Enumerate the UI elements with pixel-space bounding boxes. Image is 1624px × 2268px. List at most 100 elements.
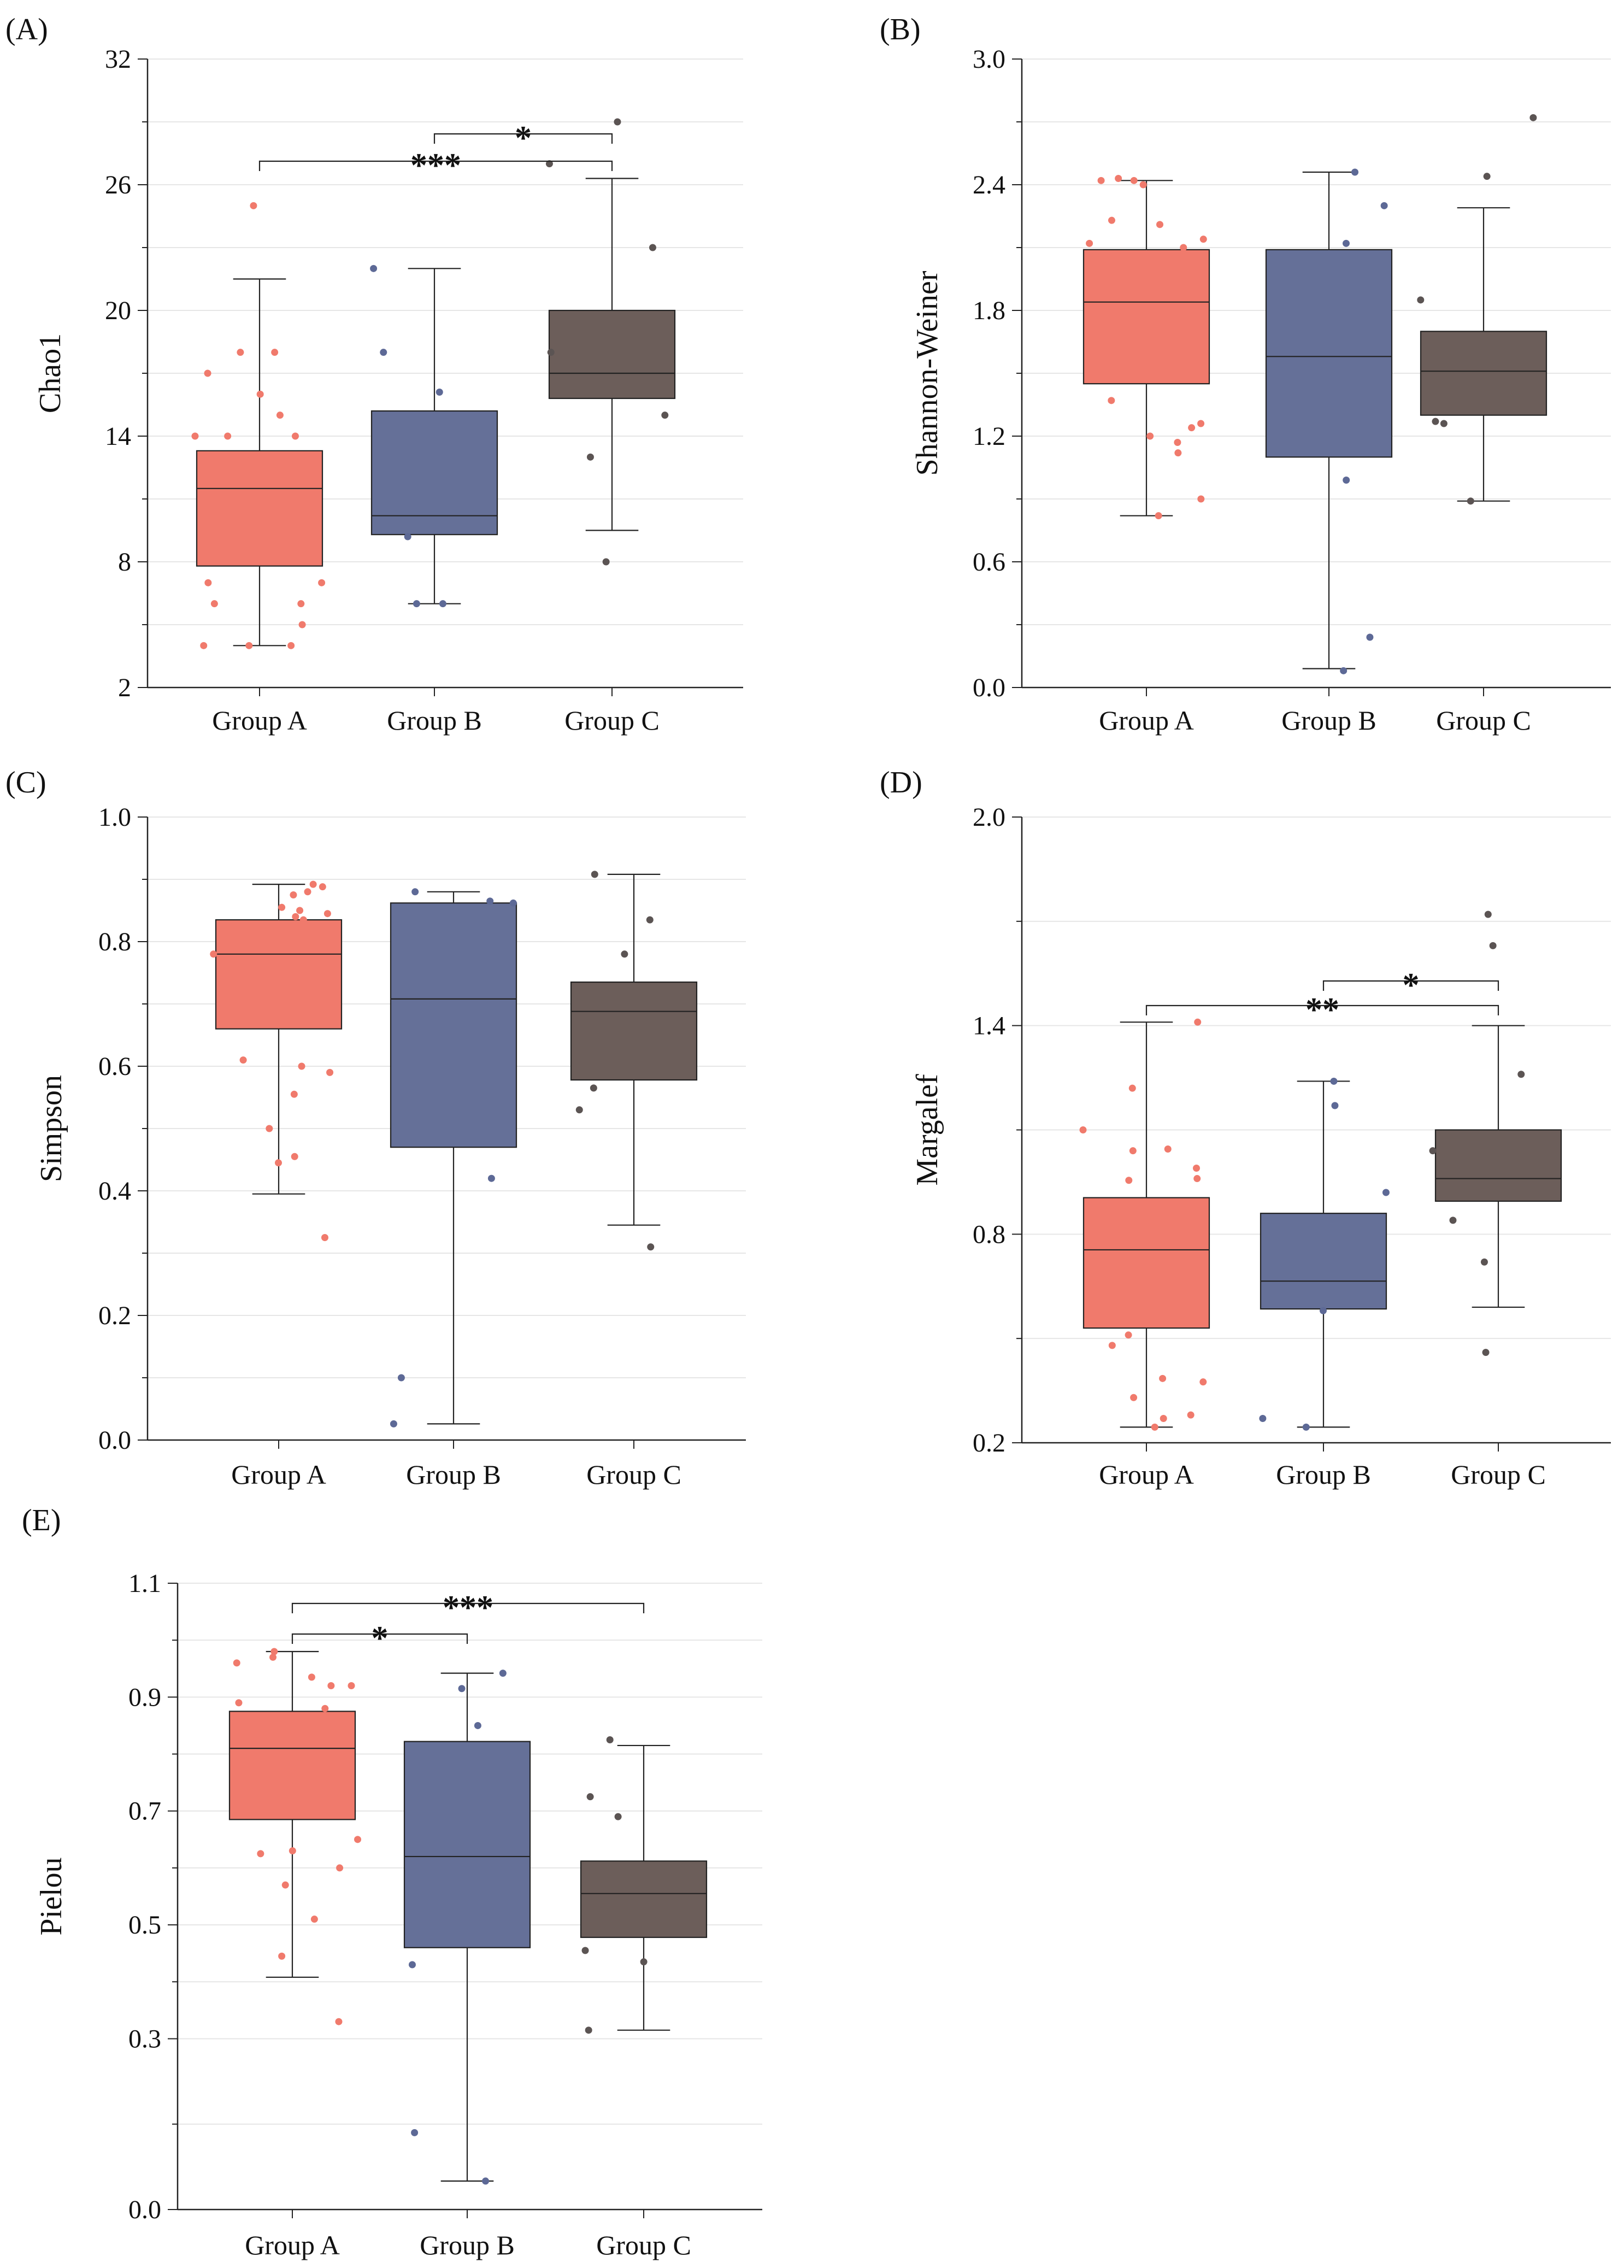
data-point — [270, 1648, 278, 1655]
data-point — [1302, 1423, 1310, 1431]
y-tick-label: 0.0 — [98, 1426, 131, 1455]
data-point — [204, 369, 211, 377]
data-point — [499, 1670, 507, 1677]
data-point — [1160, 1414, 1167, 1422]
y-tick-label: 32 — [105, 45, 131, 74]
data-point — [1380, 202, 1388, 209]
box-group-a — [191, 202, 326, 649]
significance-bracket: * — [433, 120, 613, 157]
data-point — [274, 1159, 282, 1167]
panel-label: (B) — [880, 13, 921, 46]
data-point — [1188, 424, 1196, 432]
x-category-label: Group A — [1099, 705, 1194, 736]
data-point — [1115, 175, 1122, 182]
data-point — [602, 558, 610, 566]
y-tick-label: 2.4 — [973, 171, 1005, 199]
data-point — [1529, 114, 1537, 121]
data-point — [237, 349, 244, 356]
box-body — [1265, 249, 1393, 458]
y-tick-label: 0.8 — [973, 1220, 1005, 1249]
y-tick-label: 1.2 — [973, 422, 1005, 451]
box-group-c — [1429, 910, 1562, 1356]
y-tick-label: 0.2 — [973, 1429, 1005, 1458]
x-category-label: Group B — [406, 1459, 501, 1490]
data-point — [1108, 216, 1115, 224]
data-point — [1480, 1258, 1488, 1266]
y-tick-label: 0.2 — [98, 1301, 131, 1330]
panel-label: (D) — [880, 766, 922, 800]
box-group-b — [390, 888, 517, 1427]
y-tick-label: 2 — [118, 673, 131, 702]
data-point — [297, 600, 305, 608]
box-group-b — [1259, 1077, 1390, 1431]
x-category-label: Group C — [1436, 705, 1531, 736]
box-group-a — [210, 880, 343, 1241]
data-point — [1197, 495, 1205, 503]
data-point — [336, 1864, 344, 1872]
y-tick-label: 1.8 — [973, 296, 1005, 325]
data-point — [296, 907, 304, 914]
data-point — [1351, 168, 1359, 176]
x-category-label: Group A — [245, 2230, 340, 2260]
box-body — [196, 450, 323, 567]
data-point — [1517, 1071, 1525, 1078]
data-point — [298, 1062, 305, 1070]
data-point — [1382, 1189, 1390, 1196]
data-point — [299, 916, 307, 924]
y-tick-label: 0.6 — [98, 1052, 131, 1081]
significance-bracket: *** — [258, 147, 613, 184]
bracket-line — [258, 160, 613, 171]
data-point — [1259, 1414, 1267, 1422]
data-point — [1331, 1102, 1339, 1109]
data-point — [458, 1685, 466, 1693]
box-body — [548, 309, 676, 399]
data-point — [1483, 173, 1491, 180]
x-category-label: Group C — [596, 2230, 691, 2260]
data-point — [1155, 512, 1162, 520]
data-point — [224, 432, 232, 440]
y-tick-label: 14 — [105, 422, 131, 451]
data-point — [1429, 1147, 1437, 1155]
data-point — [1199, 1378, 1207, 1386]
data-point — [1180, 244, 1187, 251]
data-point — [474, 1721, 481, 1729]
data-point — [590, 1084, 597, 1092]
data-point — [1164, 1145, 1172, 1153]
data-point — [308, 1673, 315, 1681]
data-point — [646, 916, 654, 924]
data-point — [575, 1106, 583, 1114]
data-point — [482, 2177, 490, 2185]
data-point — [509, 899, 517, 907]
data-point — [290, 891, 297, 898]
data-point — [370, 265, 378, 272]
x-category-label: Group B — [420, 2230, 515, 2260]
data-point — [606, 1736, 614, 1743]
y-tick-label: 0.8 — [98, 927, 131, 956]
box-group-c — [545, 118, 676, 566]
data-point — [1199, 236, 1207, 243]
data-point — [1174, 439, 1181, 446]
data-point — [545, 160, 553, 168]
y-tick-label: 1.1 — [128, 1569, 161, 1598]
x-category-label: Group B — [1281, 705, 1376, 736]
data-point — [397, 1374, 405, 1382]
data-point — [319, 883, 326, 891]
x-category-label: Group A — [212, 705, 307, 736]
box-group-c — [580, 1736, 708, 2034]
box-body — [1082, 249, 1210, 385]
data-point — [1108, 1342, 1116, 1349]
data-point — [1449, 1217, 1457, 1224]
data-point — [1187, 1411, 1195, 1419]
data-point — [1146, 432, 1154, 440]
x-category-label: Group A — [231, 1459, 326, 1490]
data-point — [661, 412, 669, 419]
data-point — [1417, 296, 1425, 304]
data-point — [281, 1881, 289, 1889]
y-axis-title: Pielou — [34, 1857, 68, 1935]
data-point — [1342, 239, 1350, 247]
bracket-line — [1145, 1004, 1499, 1015]
data-point — [191, 432, 199, 440]
data-point — [411, 888, 419, 896]
data-point — [585, 2026, 592, 2034]
data-point — [649, 244, 656, 251]
